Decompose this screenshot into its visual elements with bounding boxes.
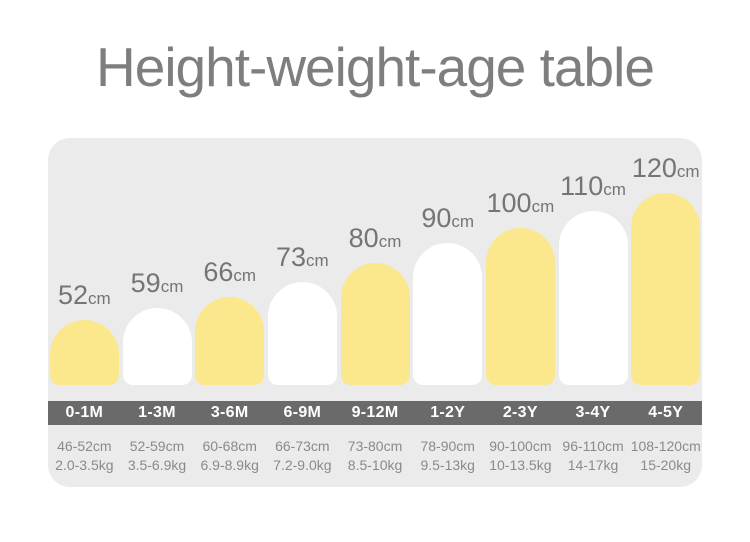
height-value: 66 — [203, 257, 234, 287]
age-label: 1-3M — [138, 404, 176, 421]
height-bar — [558, 211, 628, 385]
weight-range: 3.5-6.9kg — [127, 456, 187, 473]
range-column: 52-59cm 3.5-6.9kg — [121, 437, 194, 474]
age-label: 4-5Y — [648, 404, 684, 421]
age-label: 6-9M — [283, 404, 322, 421]
bar-height-label: 52cm — [58, 282, 111, 309]
height-value: 80 — [348, 223, 379, 253]
bar-height-label: 120cm — [632, 155, 700, 182]
weight-range: 8.5-10kg — [347, 456, 403, 473]
range-column: 66-73cm 7.2-9.0kg — [266, 437, 339, 474]
height-range: 73-80cm — [347, 438, 403, 454]
bar-column-3-6m: 66cm — [193, 138, 266, 385]
age-label: 3-6M — [210, 404, 249, 421]
bar-column-0-1m: 52cm — [48, 138, 121, 385]
weight-range: 2.0-3.5kg — [55, 456, 114, 473]
bar-column-1-2y: 90cm — [411, 138, 484, 385]
range-column: 60-68cm 6.9-8.9kg — [193, 437, 266, 474]
page-title: Height-weight-age table — [96, 36, 655, 98]
bar-height-label: 80cm — [349, 225, 402, 252]
age-label: 0-1M — [65, 404, 104, 421]
weight-range: 7.2-9.0kg — [273, 456, 332, 473]
age-label: 9-12M — [351, 404, 399, 421]
bar-column-9-12m: 80cm — [339, 138, 412, 385]
height-unit: cm — [306, 251, 329, 270]
chart-panel: 52cm 59cm 66cm 73cm 80cm 90cm — [48, 138, 702, 487]
height-range: 108-120cm — [630, 438, 701, 454]
height-range: 52-59cm — [129, 438, 185, 454]
range-column: 78-90cm 9.5-13kg — [411, 437, 484, 474]
height-bar — [631, 193, 701, 385]
height-unit: cm — [531, 197, 555, 216]
height-bar — [49, 320, 119, 385]
bar-height-label: 90cm — [421, 205, 474, 232]
height-value: 90 — [421, 203, 452, 233]
height-value: 52 — [57, 280, 89, 310]
weight-range: 10-13.5kg — [489, 456, 552, 473]
bar-height-label: 66cm — [203, 259, 256, 286]
range-column: 73-80cm 8.5-10kg — [339, 437, 412, 474]
height-unit: cm — [676, 162, 700, 181]
height-range: 46-52cm — [57, 438, 112, 454]
age-band: 0-1M 1-3M 3-6M 6-9M 9-12M 1-2Y 2-3Y 3-4Y… — [48, 401, 702, 425]
height-unit: cm — [88, 289, 111, 308]
height-value: 100 — [486, 188, 532, 218]
age-label: 3-4Y — [575, 404, 611, 421]
bar-height-label: 59cm — [131, 270, 184, 297]
bars-area: 52cm 59cm 66cm 73cm 80cm 90cm — [48, 138, 702, 385]
weight-range: 15-20kg — [640, 456, 691, 473]
height-bar — [485, 228, 555, 385]
height-value: 73 — [275, 242, 307, 272]
bar-column-6-9m: 73cm — [266, 138, 339, 385]
height-range: 96-110cm — [562, 438, 624, 454]
height-bar — [267, 282, 337, 385]
height-range: 66-73cm — [275, 438, 330, 454]
height-range: 78-90cm — [420, 438, 475, 454]
height-range: 90-100cm — [489, 438, 552, 454]
height-bar — [195, 297, 265, 385]
bar-height-label: 73cm — [276, 244, 329, 271]
bar-column-1-3m: 59cm — [121, 138, 194, 385]
bar-column-2-3y: 100cm — [484, 138, 557, 385]
height-unit: cm — [451, 212, 475, 231]
bar-height-label: 110cm — [560, 173, 626, 200]
height-bar — [413, 243, 483, 385]
age-label: 1-2Y — [430, 404, 466, 421]
weight-range: 6.9-8.9kg — [200, 456, 259, 473]
weight-range: 9.5-13kg — [420, 456, 475, 473]
age-label: 2-3Y — [502, 404, 538, 421]
range-column: 90-100cm 10-13.5kg — [484, 437, 557, 474]
height-value: 120 — [631, 153, 677, 183]
height-bar — [122, 308, 192, 385]
bar-column-4-5y: 120cm — [629, 138, 702, 385]
range-column: 46-52cm 2.0-3.5kg — [48, 437, 121, 474]
height-unit: cm — [603, 180, 626, 199]
height-unit: cm — [378, 232, 402, 251]
bar-column-3-4y: 110cm — [557, 138, 630, 385]
ranges-area: 46-52cm 2.0-3.5kg 52-59cm 3.5-6.9kg 60-6… — [48, 437, 702, 474]
height-bar — [340, 263, 410, 385]
height-value: 110 — [560, 171, 604, 201]
height-value: 59 — [130, 268, 161, 298]
range-column: 96-110cm 14-17kg — [557, 437, 630, 474]
height-range: 60-68cm — [202, 438, 257, 454]
height-unit: cm — [160, 277, 184, 296]
height-unit: cm — [233, 266, 257, 285]
range-column: 108-120cm 15-20kg — [629, 437, 702, 474]
weight-range: 14-17kg — [567, 456, 619, 473]
bar-height-label: 100cm — [487, 190, 555, 217]
